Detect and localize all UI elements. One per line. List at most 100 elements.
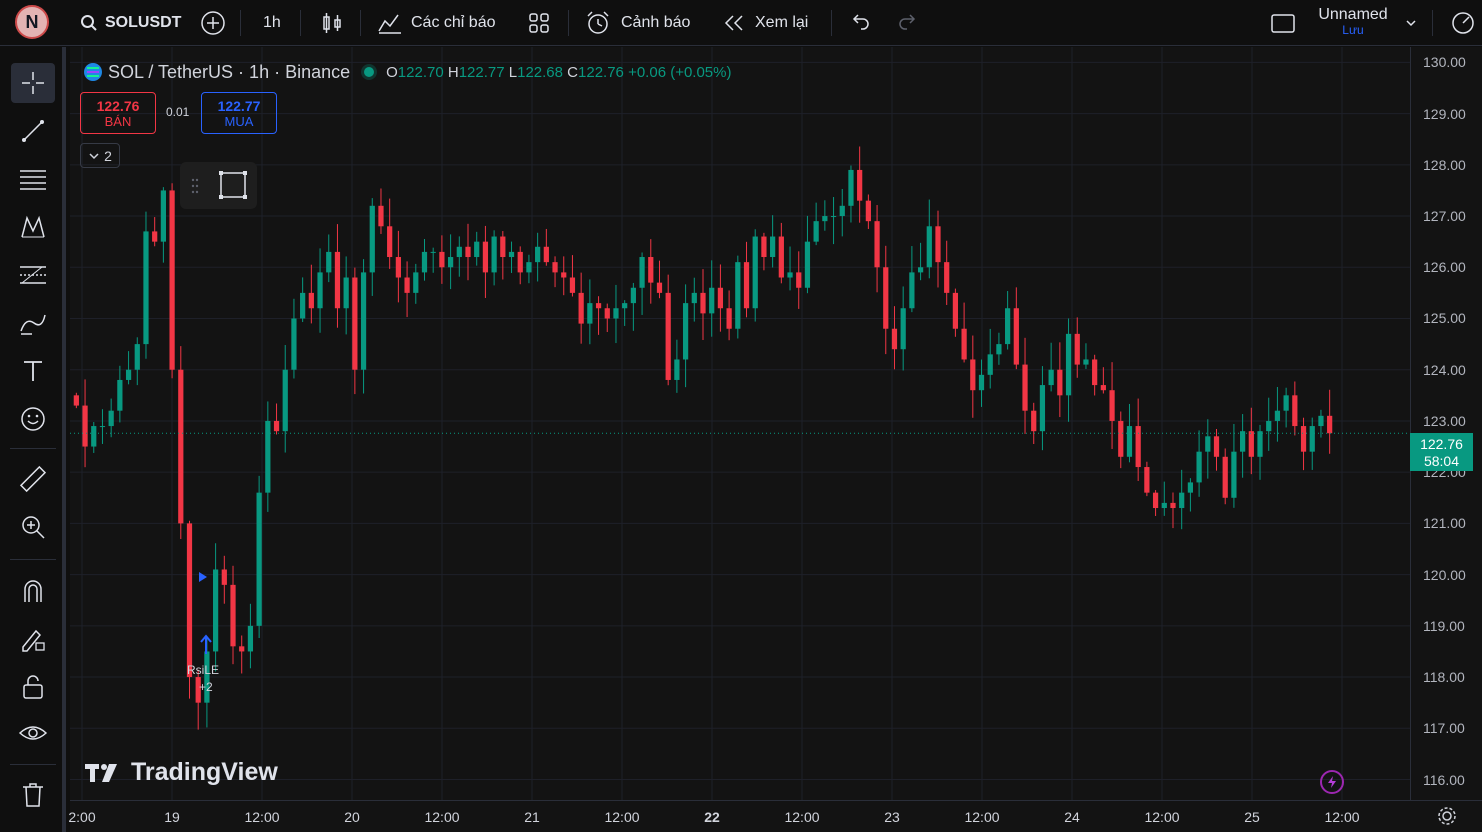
candle-body: [265, 420, 271, 493]
candle-body: [212, 569, 219, 652]
sell-price: 122.76: [96, 97, 140, 114]
text-tool[interactable]: [11, 351, 55, 391]
drag-handle-icon[interactable]: [190, 176, 200, 196]
candle-body: [604, 308, 610, 319]
indicators-collapse-button[interactable]: 2: [80, 143, 120, 168]
candle-body: [500, 236, 506, 258]
layout-menu-button[interactable]: [1270, 0, 1296, 46]
text-icon: [24, 361, 42, 381]
alerts-label: Cảnh báo: [621, 14, 691, 31]
signal-label[interactable]: RsiLE: [187, 663, 220, 677]
candle: [761, 232, 767, 271]
fib-retracement-tool[interactable]: [11, 255, 55, 295]
keep-drawing-tool[interactable]: [11, 619, 55, 659]
candle: [1022, 337, 1028, 434]
candle-body: [1031, 410, 1037, 432]
tradingview-logo[interactable]: TradingView: [85, 758, 278, 787]
candle: [1005, 291, 1011, 350]
indicators-button[interactable]: Các chỉ báo: [377, 0, 496, 46]
layout-name-block[interactable]: Unnamed Lưu: [1314, 6, 1392, 37]
chart-pane[interactable]: [70, 47, 1410, 800]
buy-label: MUA: [224, 113, 254, 129]
candle: [239, 635, 245, 674]
candle: [674, 339, 680, 393]
candle-body: [169, 190, 175, 370]
candle-body: [700, 292, 706, 314]
candle: [770, 215, 776, 268]
price-tick-label: 126.00: [1423, 259, 1466, 276]
brush-tool[interactable]: [11, 303, 55, 343]
undo-button[interactable]: [849, 0, 871, 46]
time-tick-label: 12:00: [244, 809, 280, 825]
alarm-clock-icon: [587, 11, 609, 34]
ruler-tool[interactable]: [11, 459, 55, 499]
remove-drawings-tool[interactable]: [11, 775, 55, 815]
candle-body: [239, 646, 245, 652]
horizontal-lines-tool[interactable]: [11, 159, 55, 199]
zoom-tool[interactable]: [11, 507, 55, 547]
candle-body: [1222, 456, 1228, 498]
candle-body: [552, 262, 558, 273]
candle: [813, 202, 819, 246]
emoji-tool[interactable]: [11, 399, 55, 439]
chart-type-button[interactable]: [320, 0, 344, 46]
candle-body: [256, 492, 262, 626]
interval-button[interactable]: 1h: [263, 14, 281, 31]
candle-body: [178, 369, 184, 524]
templates-button[interactable]: [528, 0, 550, 46]
redo-icon: [899, 14, 916, 30]
candle: [125, 351, 132, 385]
candle: [378, 188, 384, 234]
user-avatar[interactable]: N: [15, 5, 49, 39]
layout-dropdown[interactable]: [1404, 0, 1418, 46]
candle-body: [1274, 410, 1281, 421]
symbol-title[interactable]: SOL / TetherUS · 1h · Binance: [108, 61, 351, 82]
candle-body: [1205, 436, 1211, 452]
candle-body: [865, 200, 871, 222]
candle: [152, 217, 158, 247]
candlestick-chart[interactable]: [70, 47, 1410, 800]
candle-body: [900, 308, 906, 350]
candle-body: [926, 226, 932, 268]
time-axis[interactable]: 2:00 19 12:00 20 12:00 21 12:00 22 12:00 23 12:00 2…: [68, 800, 1482, 832]
ruler-icon: [19, 465, 47, 493]
candle-body: [1005, 308, 1011, 345]
lock-drawings-tool[interactable]: [11, 667, 55, 707]
time-tick-label: 24: [1064, 809, 1080, 825]
trend-line-tool[interactable]: [11, 111, 55, 151]
rectangle-select-icon[interactable]: [218, 170, 248, 200]
symbol-search-button[interactable]: SOLUSDT: [80, 0, 181, 46]
candle-body: [343, 277, 349, 309]
candle: [465, 223, 471, 281]
candle-body: [273, 420, 280, 432]
candle: [212, 543, 219, 672]
signal-extra[interactable]: +2: [199, 680, 213, 694]
magnet-tool[interactable]: [11, 571, 55, 611]
candle: [1187, 478, 1194, 512]
settings-icon[interactable]: [1436, 805, 1458, 827]
alerts-button[interactable]: Cảnh báo: [585, 0, 690, 46]
hide-drawings-tool[interactable]: [11, 713, 55, 753]
candle-body: [317, 272, 323, 309]
quick-search-button[interactable]: [1450, 0, 1476, 46]
candle: [952, 288, 959, 337]
sell-button[interactable]: 122.76 BÁN: [80, 92, 156, 134]
candle-body: [778, 236, 784, 278]
drawing-toolbar: [0, 47, 66, 832]
arrow-up-icon[interactable]: [199, 634, 213, 656]
replay-button[interactable]: Xem lại: [723, 0, 808, 46]
price-axis[interactable]: 130.00 129.00 128.00 127.00 126.00 125.00 124.…: [1410, 47, 1482, 800]
crosshair-tool[interactable]: [11, 63, 55, 103]
pattern-tool[interactable]: [11, 207, 55, 247]
buy-button[interactable]: 122.77 MUA: [201, 92, 277, 134]
lightning-icon[interactable]: [1320, 770, 1344, 794]
candle-body: [73, 395, 79, 406]
candle: [970, 335, 976, 418]
candle-body: [326, 251, 332, 273]
redo-button[interactable]: [897, 0, 919, 46]
candle-body: [726, 308, 732, 329]
compare-symbol-button[interactable]: [200, 0, 226, 46]
candle-body: [404, 277, 410, 293]
candle: [648, 239, 654, 304]
candle-body: [987, 354, 993, 375]
